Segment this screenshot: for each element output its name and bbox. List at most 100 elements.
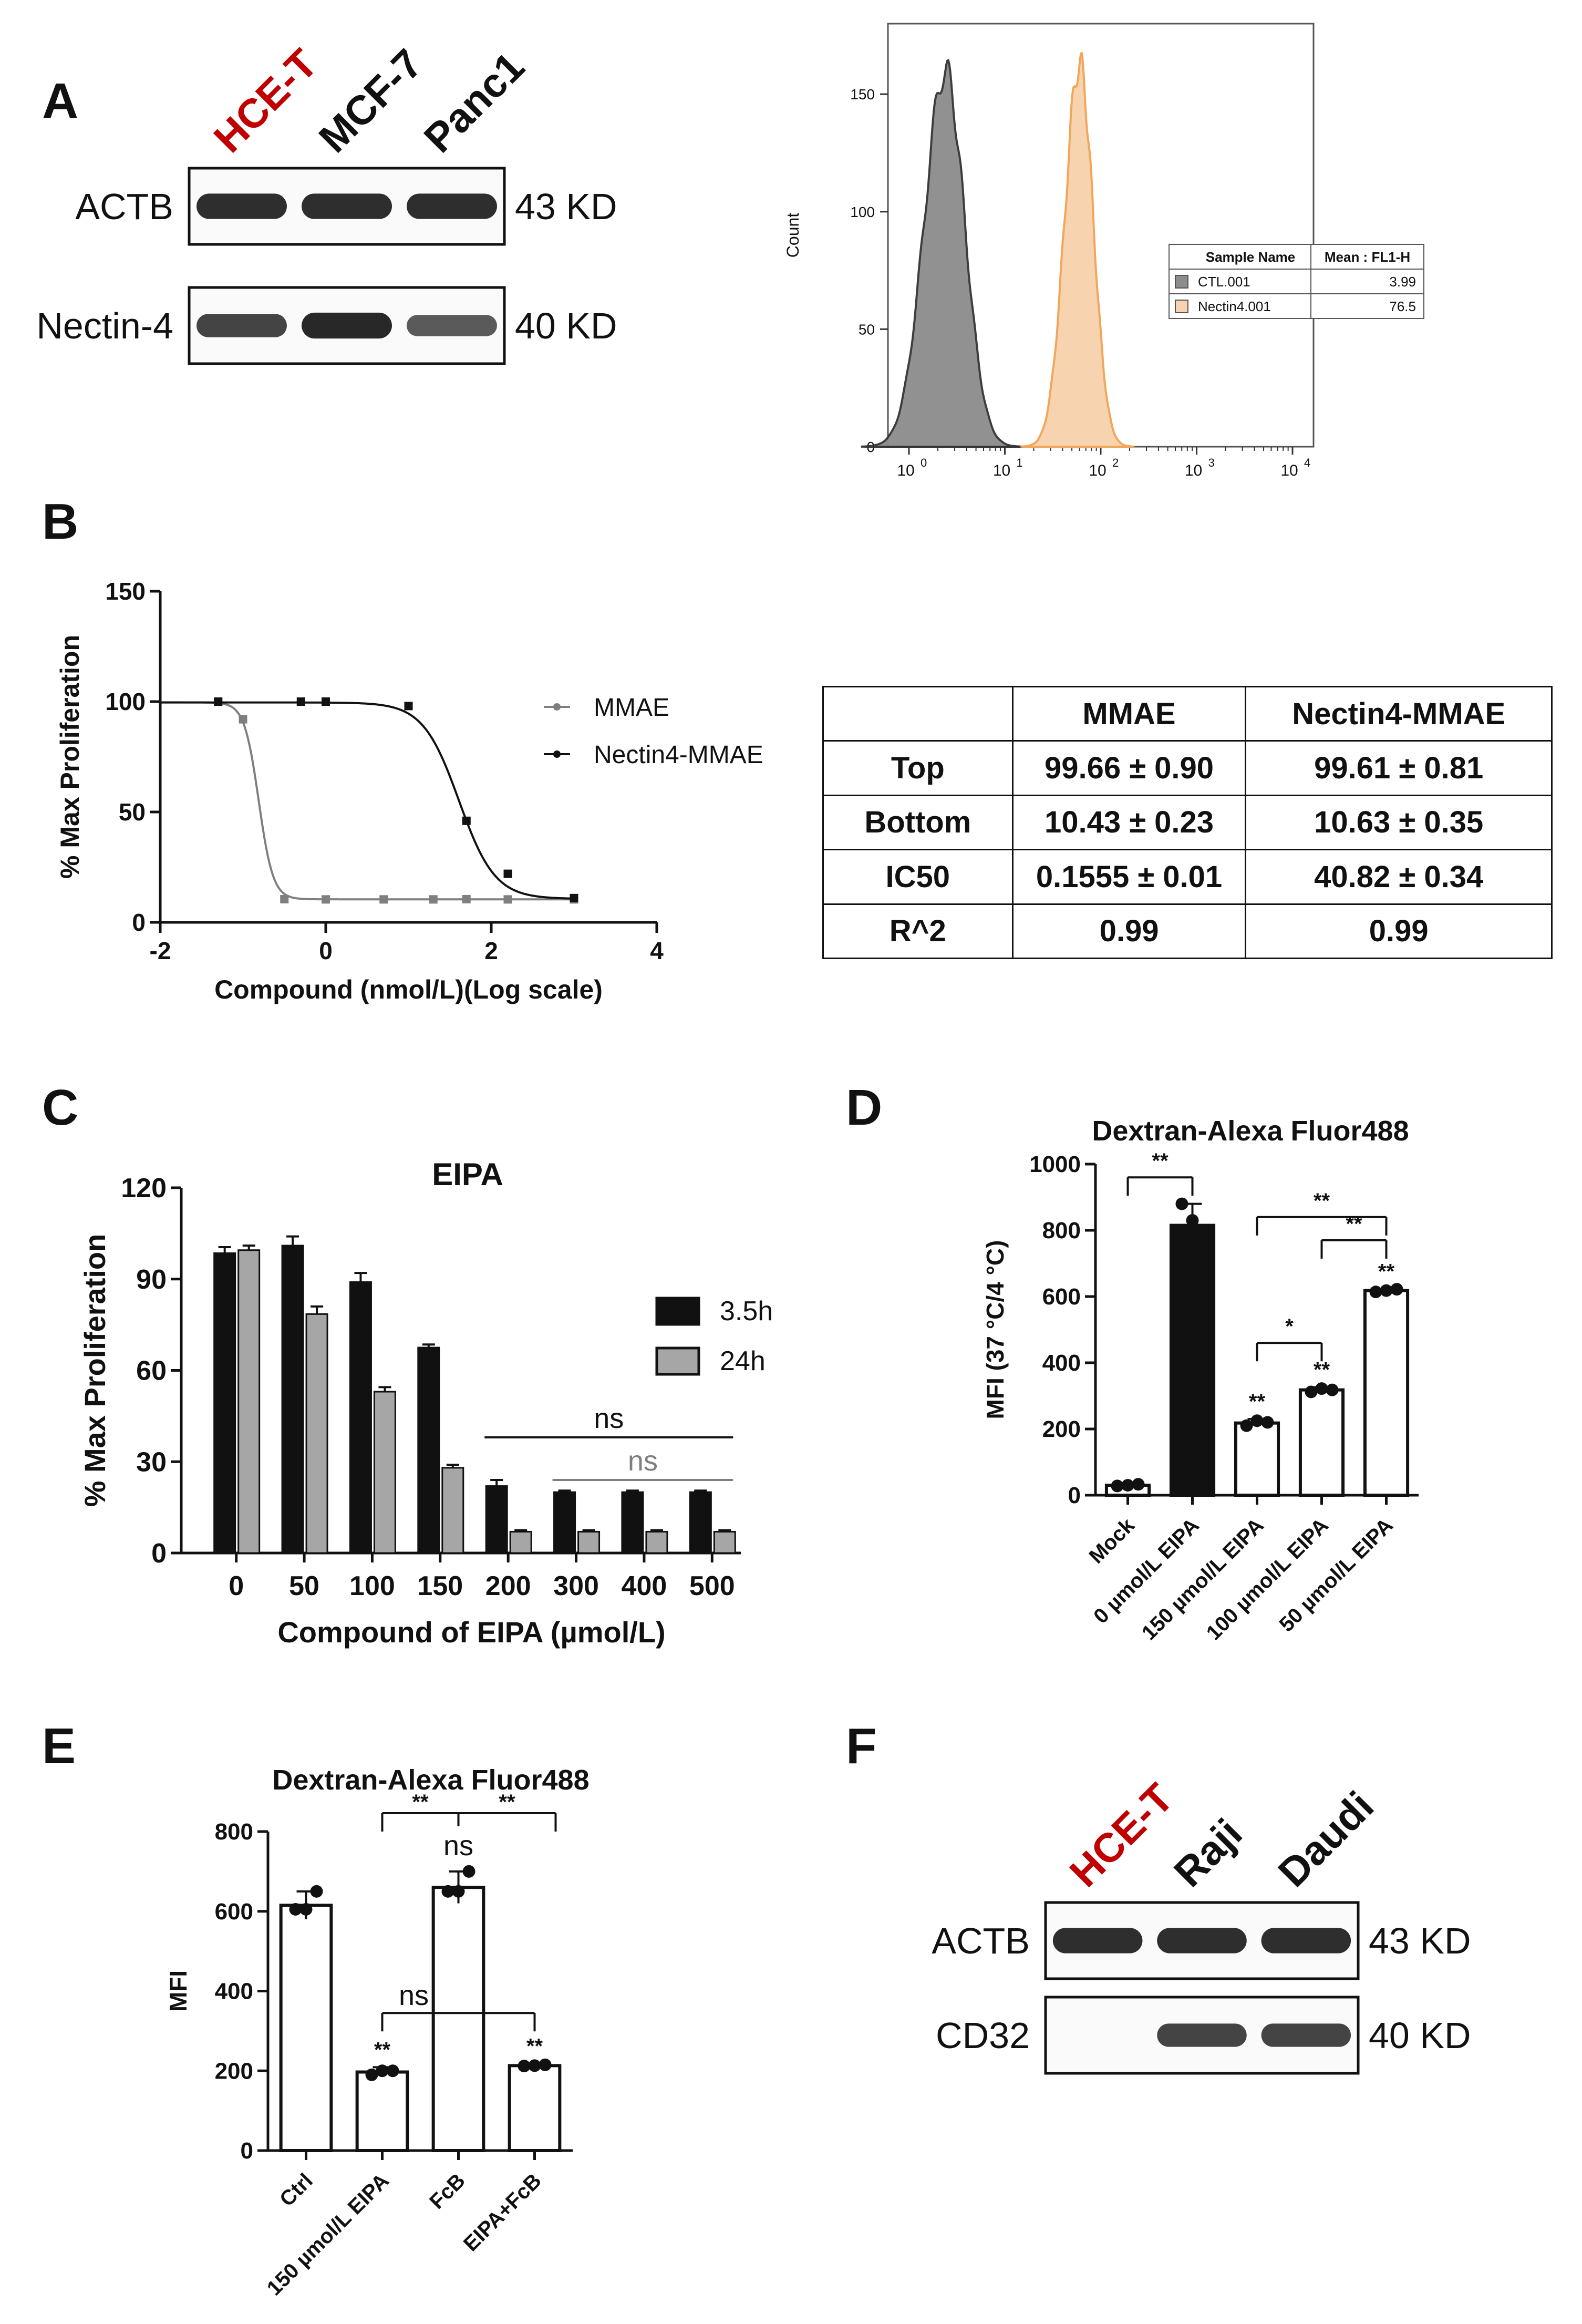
x-tick-label: 400 [622,1571,667,1601]
panel-letter-f: F [846,1718,877,1774]
bracket-label: ** [1152,1149,1169,1173]
histogram-nectin4 [1020,51,1135,448]
data-point [239,715,247,724]
x-tick-exp: 4 [1304,456,1310,469]
data-point [322,697,330,706]
x-tick-label: EIPA+FcB [459,2169,546,2256]
data-point [404,702,413,711]
data-point [280,894,289,903]
x-tick-base: 10 [1185,462,1202,479]
table-header-cell [822,685,1014,742]
y-tick-label: 200 [215,2058,253,2084]
legend-sample-name: Nectin4.001 [1198,299,1271,314]
table-row: Top 99.66 ± 0.90 99.61 ± 0.81 [822,740,1553,796]
legend-mean: 76.5 [1389,299,1416,314]
y-tick-label: 800 [1042,1218,1081,1243]
bracket-label: ** [1346,1212,1362,1236]
blot-row-label: CD32 [936,2015,1030,2056]
data-point [452,1885,465,1898]
blot-band [197,193,287,219]
y-tick-label: 0 [151,1538,167,1569]
x-axis-label: Compound (nmol/L)(Log scale) [214,975,603,1004]
lane-label-daudi: Daudi [1269,1783,1382,1896]
significance-mark: ** [1314,1359,1330,1382]
y-tick-label: 50 [119,798,146,826]
significance-mark: ** [1249,1390,1266,1413]
x-tick-label: 100 µmol/L EIPA [1202,1514,1333,1644]
flow-histogram: 050100150Count100101102103104Sample Name… [783,23,1424,479]
table-cell: 10.43 ± 0.23 [1011,794,1247,851]
bar-3.5h-100 [349,1281,372,1554]
table-header-cell: MMAE [1011,685,1247,742]
x-tick-base: 10 [1280,462,1298,479]
data-point [429,895,438,904]
chart-title: EIPA [432,1157,503,1192]
data-point [1132,1478,1145,1491]
x-tick-label: Mock [1084,1514,1139,1568]
data-point [462,816,471,825]
blot-band [302,312,392,339]
data-point [379,895,388,904]
blot-band [197,314,287,337]
legend-label: Nectin4-MMAE [594,741,763,769]
x-tick-base: 10 [1089,462,1106,479]
data-point [1315,1382,1328,1395]
lane-label-hce-t: HCE-T [1061,1774,1182,1896]
y-tick-label: 100 [105,688,146,715]
x-tick-label: 0 [319,937,333,964]
data-point [503,895,512,904]
data-point [376,2064,389,2078]
y-axis-label: MFI (37 °C/4 °C) [981,1240,1009,1420]
legend-cell [1310,293,1424,319]
table-header-cell: Nectin4-MMAE [1245,685,1553,742]
chart-title: Dextran-Alexa Fluor488 [1092,1115,1409,1147]
x-tick-label: 0 [229,1571,244,1601]
x-tick-label: 100 [349,1571,395,1601]
data-point [1111,1479,1124,1493]
data-point [1121,1479,1134,1492]
data-point [462,894,471,903]
data-point [1369,1286,1382,1299]
legend-marker [553,703,561,711]
y-tick-label: 600 [215,1899,253,1925]
y-tick-label: 800 [215,1819,253,1845]
data-point [1196,1233,1209,1247]
chart-title: Dextran-Alexa Fluor488 [272,1764,589,1796]
blot-size-label: 40 KD [1369,2015,1471,2056]
legend-swatch [1175,275,1188,289]
legend-header: Sample Name [1206,249,1296,265]
legend-cell [1310,269,1424,294]
lane-label-mcf-7: MCF-7 [310,40,431,161]
x-tick-label: 4 [650,937,664,964]
y-axis-label: % Max Proliferation [78,1234,111,1507]
y-tick-label: 0 [241,2138,253,2164]
fit-results-table: MMAE Nectin4-MMAE Top 99.66 ± 0.90 99.61 ± 0… [822,685,1553,960]
legend-swatch [655,1346,700,1376]
data-point [1390,1283,1403,1296]
legend-marker [553,750,561,758]
panel-letter-b: B [42,493,78,550]
bar-150 µmol/L EIPA [1234,1421,1280,1497]
eipa-bar-chart: 0 30 60 90 120 % Max Proliferation Compound of… [78,1157,773,1649]
y-tick-label: 0 [132,909,146,936]
blot-row-label: Nectin-4 [36,305,173,346]
table-cell: IC50 [822,849,1014,905]
x-tick-exp: 1 [1017,456,1023,469]
y-tick-label: 30 [136,1447,167,1477]
x-tick-label: FcB [425,2169,470,2214]
data-point [1305,1385,1318,1398]
bar-24h-500 [713,1530,736,1554]
y-tick-label: 600 [1042,1284,1081,1310]
x-tick-label: Ctrl [275,2169,317,2211]
significance-mark: ** [374,2038,391,2061]
blot-band [1261,2023,1351,2047]
data-point [539,2058,552,2071]
table-cell: Top [822,740,1014,796]
data-point [289,1903,302,1916]
panel-letter-c: C [42,1079,78,1136]
x-tick-base: 10 [993,462,1010,479]
data-point [386,2064,399,2078]
